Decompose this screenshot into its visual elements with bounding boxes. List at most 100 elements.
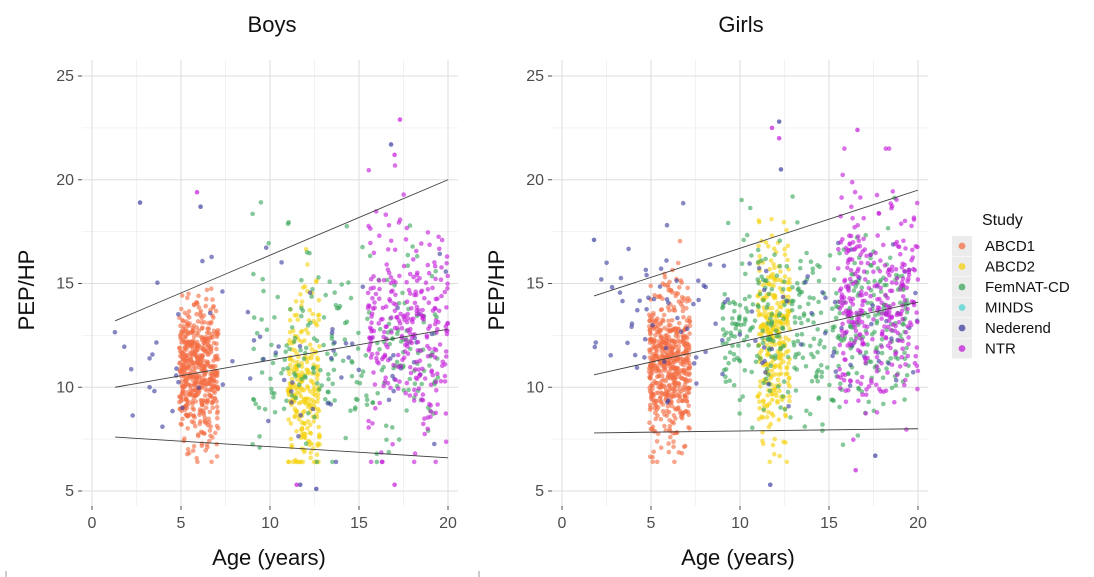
legend-label: ABCD1 bbox=[985, 238, 1035, 255]
data-point bbox=[836, 246, 841, 252]
data-point bbox=[626, 246, 631, 252]
data-point bbox=[332, 398, 338, 403]
data-point bbox=[191, 443, 197, 449]
data-point bbox=[675, 371, 680, 377]
data-point bbox=[696, 278, 701, 284]
data-point bbox=[851, 288, 857, 293]
data-point bbox=[778, 405, 783, 410]
data-point bbox=[678, 278, 684, 283]
data-point bbox=[305, 426, 310, 431]
data-point bbox=[284, 343, 289, 348]
data-point bbox=[210, 435, 215, 440]
data-point bbox=[346, 355, 352, 360]
data-point bbox=[815, 263, 820, 268]
data-point bbox=[307, 342, 313, 348]
data-point bbox=[667, 279, 672, 285]
data-point bbox=[843, 245, 849, 251]
data-point bbox=[894, 239, 900, 245]
data-point bbox=[837, 310, 843, 316]
data-point bbox=[411, 274, 416, 280]
data-point bbox=[675, 327, 681, 332]
data-point bbox=[642, 336, 648, 342]
data-point bbox=[850, 296, 856, 302]
data-point bbox=[911, 217, 917, 222]
data-point bbox=[792, 314, 798, 320]
data-point bbox=[687, 323, 693, 329]
data-point bbox=[207, 409, 213, 415]
data-point bbox=[726, 337, 731, 342]
data-point bbox=[193, 387, 198, 393]
data-point bbox=[397, 273, 402, 279]
data-point bbox=[848, 362, 853, 368]
data-point bbox=[910, 247, 915, 253]
data-point bbox=[782, 407, 788, 412]
data-point bbox=[776, 135, 782, 141]
data-point bbox=[763, 240, 769, 245]
data-point bbox=[730, 321, 735, 326]
data-point bbox=[809, 351, 814, 357]
data-point bbox=[874, 382, 879, 388]
data-point bbox=[774, 323, 779, 328]
data-point bbox=[772, 451, 777, 457]
data-point bbox=[210, 400, 215, 405]
data-point bbox=[390, 425, 395, 430]
data-point bbox=[329, 355, 334, 361]
data-point bbox=[433, 459, 439, 465]
data-point bbox=[296, 382, 302, 388]
data-point bbox=[184, 398, 190, 403]
data-point bbox=[433, 269, 439, 274]
data-point bbox=[416, 308, 422, 313]
data-point bbox=[825, 365, 830, 370]
data-point bbox=[726, 360, 731, 366]
data-point bbox=[888, 327, 894, 333]
data-point bbox=[743, 318, 748, 324]
data-point bbox=[195, 392, 200, 397]
data-point bbox=[842, 277, 848, 283]
data-point bbox=[256, 405, 262, 411]
data-point bbox=[787, 398, 792, 404]
data-point bbox=[313, 486, 319, 492]
data-point bbox=[298, 394, 304, 399]
data-point bbox=[444, 354, 449, 359]
data-point bbox=[251, 397, 257, 403]
data-point bbox=[192, 423, 198, 429]
data-point bbox=[777, 356, 782, 361]
data-point bbox=[687, 378, 693, 383]
data-point bbox=[852, 189, 858, 195]
data-point bbox=[774, 273, 780, 279]
data-point bbox=[407, 291, 413, 296]
data-point bbox=[412, 381, 418, 387]
data-point bbox=[439, 293, 444, 299]
data-point bbox=[730, 316, 735, 321]
data-point bbox=[405, 327, 411, 333]
data-point bbox=[856, 238, 862, 244]
data-point bbox=[879, 361, 884, 366]
data-point bbox=[388, 280, 394, 286]
data-point bbox=[879, 300, 884, 306]
data-point bbox=[675, 260, 681, 266]
data-point bbox=[664, 258, 669, 263]
data-point bbox=[847, 256, 853, 262]
data-point bbox=[780, 394, 786, 399]
data-point bbox=[781, 279, 787, 285]
series-ABCD2 bbox=[285, 247, 323, 465]
data-point bbox=[662, 368, 667, 373]
data-point bbox=[827, 382, 832, 388]
data-point bbox=[122, 344, 127, 350]
data-point bbox=[685, 326, 690, 332]
data-point bbox=[425, 426, 431, 432]
data-point bbox=[720, 337, 725, 343]
data-point bbox=[194, 189, 200, 195]
data-point bbox=[316, 275, 321, 280]
data-point bbox=[777, 453, 782, 459]
data-point bbox=[713, 321, 718, 327]
data-point bbox=[732, 334, 737, 339]
data-point bbox=[875, 282, 880, 288]
data-point bbox=[200, 363, 206, 369]
data-point bbox=[768, 258, 774, 263]
data-point bbox=[679, 450, 685, 456]
data-point bbox=[409, 340, 415, 346]
scatter-points bbox=[591, 119, 921, 488]
data-point bbox=[382, 354, 388, 359]
data-point bbox=[289, 376, 295, 382]
